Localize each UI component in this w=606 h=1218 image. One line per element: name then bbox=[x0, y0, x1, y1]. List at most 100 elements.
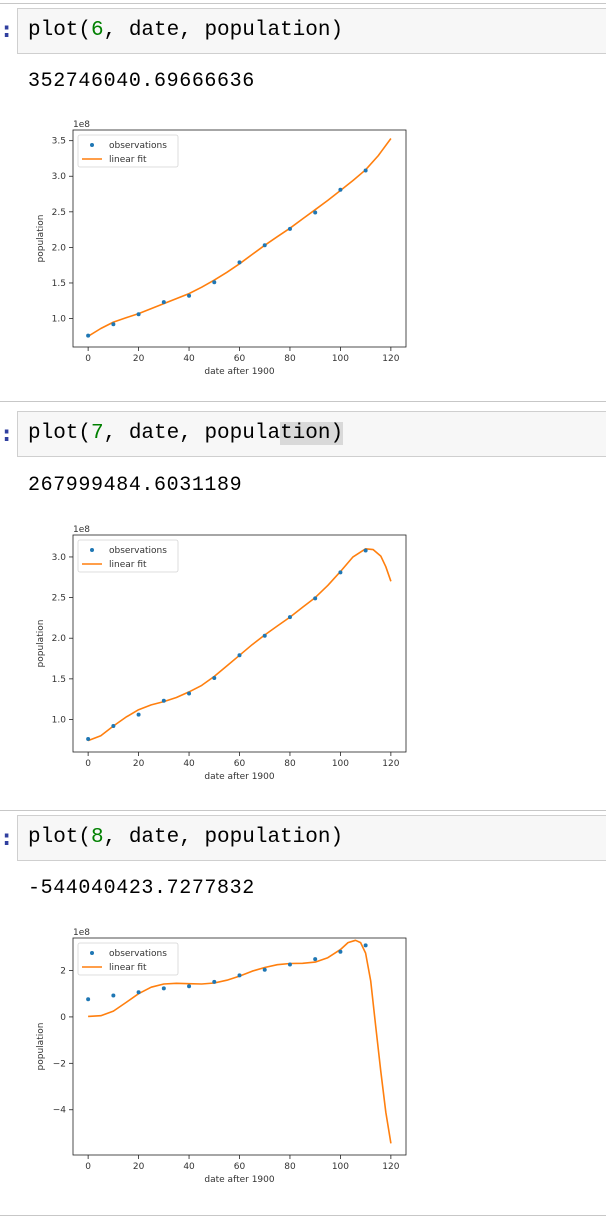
observation-point bbox=[237, 260, 242, 265]
observation-point bbox=[161, 698, 166, 703]
observation-point bbox=[86, 997, 91, 1002]
observation-point bbox=[287, 226, 292, 231]
observation-point bbox=[338, 187, 343, 192]
y-axis-label: population bbox=[36, 620, 46, 668]
code-cell-input[interactable]: plot(6, date, population) bbox=[17, 8, 606, 54]
x-tick-label: 60 bbox=[234, 354, 246, 364]
code-line[interactable]: plot(8, date, population) bbox=[28, 826, 344, 849]
observation-point bbox=[136, 712, 141, 717]
code-line[interactable]: plot(7, date, population) bbox=[28, 422, 344, 445]
x-axis-label: date after 1900 bbox=[204, 1175, 274, 1185]
chart-degree-6: 0 20 40 60 80 100 120 1.0 1.5 2.0 2.5 3.0 3.5 date af… bbox=[36, 120, 407, 377]
legend-observations-marker bbox=[90, 548, 94, 552]
y-axis-label: population bbox=[36, 1023, 46, 1071]
input-prompt-marker: : bbox=[0, 422, 14, 447]
input-prompt-marker: : bbox=[0, 826, 14, 851]
legend-observations-label: observations bbox=[109, 141, 167, 151]
observation-point bbox=[187, 691, 192, 696]
y-tick-label: 1.0 bbox=[52, 315, 67, 325]
observation-point bbox=[187, 984, 192, 989]
code-cell-input[interactable]: plot(8, date, population) bbox=[17, 815, 606, 861]
y-tick-label: 2.5 bbox=[52, 208, 66, 218]
observation-point bbox=[86, 333, 91, 338]
x-tick-label: 120 bbox=[382, 354, 399, 364]
x-tick-label: 20 bbox=[133, 1162, 145, 1172]
x-tick-label: 80 bbox=[284, 1162, 296, 1172]
code-cell-input[interactable]: plot(7, date, population) bbox=[17, 411, 606, 457]
observation-point bbox=[212, 676, 217, 681]
legend-fit-label: linear fit bbox=[109, 963, 147, 973]
observation-point bbox=[287, 962, 292, 967]
x-tick-label: 80 bbox=[284, 354, 296, 364]
x-tick-label: 80 bbox=[284, 759, 296, 769]
fit-line bbox=[87, 547, 392, 742]
x-axis-label: date after 1900 bbox=[204, 367, 274, 377]
observation-point bbox=[237, 653, 242, 658]
x-tick-label: 20 bbox=[133, 759, 145, 769]
cell-separator bbox=[0, 3, 606, 4]
observation-point bbox=[262, 967, 267, 972]
degree-number: 8 bbox=[91, 826, 104, 849]
observation-point bbox=[363, 943, 368, 948]
observation-point bbox=[313, 596, 318, 601]
y-tick-label: 2.0 bbox=[52, 634, 67, 644]
legend-box bbox=[77, 942, 179, 976]
y-tick-label: −4 bbox=[53, 1106, 67, 1116]
observation-point bbox=[287, 615, 292, 620]
observation-point bbox=[86, 736, 91, 741]
chart-degree-8: 0 20 40 60 80 100 120 −4 −2 0 2 date after 1900 popu… bbox=[36, 928, 407, 1185]
legend-observations-label: observations bbox=[109, 949, 167, 959]
x-tick-label: 40 bbox=[183, 1162, 195, 1172]
degree-number: 6 bbox=[91, 19, 104, 42]
x-axis-label: date after 1900 bbox=[204, 772, 274, 782]
observation-point bbox=[313, 210, 318, 215]
y-scale-label: 1e8 bbox=[73, 525, 90, 535]
x-tick-label: 120 bbox=[382, 1162, 399, 1172]
x-tick-label: 0 bbox=[85, 759, 91, 769]
observation-point bbox=[111, 993, 116, 998]
y-tick-label: 2.5 bbox=[52, 594, 66, 604]
output-value: 352746040.69666636 bbox=[28, 70, 255, 93]
y-tick-label: 0 bbox=[60, 1013, 66, 1023]
x-tick-label: 100 bbox=[332, 759, 349, 769]
y-tick-label: 3.0 bbox=[52, 172, 67, 182]
observation-point bbox=[161, 300, 166, 305]
observation-point bbox=[212, 280, 217, 285]
y-axis-label: population bbox=[36, 215, 46, 263]
y-tick-label: 1.5 bbox=[52, 675, 66, 685]
observation-point bbox=[161, 986, 166, 991]
observation-point bbox=[111, 723, 116, 728]
y-tick-label: 3.5 bbox=[52, 137, 66, 147]
y-tick-label: 2.0 bbox=[52, 243, 67, 253]
observation-point bbox=[313, 957, 318, 962]
observation-point bbox=[111, 322, 116, 327]
legend-box bbox=[77, 539, 179, 573]
y-tick-label: 2 bbox=[60, 966, 66, 976]
observation-point bbox=[262, 243, 267, 248]
chart-degree-7: 0 20 40 60 80 100 120 1.0 1.5 2.0 2.5 3.0 date after… bbox=[36, 525, 407, 782]
observation-point bbox=[212, 979, 217, 984]
output-value: -544040423.7277832 bbox=[28, 877, 255, 900]
legend-box bbox=[77, 134, 179, 168]
y-scale-label: 1e8 bbox=[73, 928, 90, 938]
legend-fit-label: linear fit bbox=[109, 560, 147, 570]
cell-separator bbox=[0, 401, 606, 402]
legend-fit-label: linear fit bbox=[109, 155, 147, 165]
code-line[interactable]: plot(6, date, population) bbox=[28, 19, 344, 42]
x-tick-label: 0 bbox=[85, 1162, 91, 1172]
observation-point bbox=[237, 973, 242, 978]
x-tick-label: 20 bbox=[133, 354, 145, 364]
x-tick-label: 0 bbox=[85, 354, 91, 364]
fit-line bbox=[88, 939, 392, 1144]
cell-separator bbox=[0, 810, 606, 811]
x-tick-label: 60 bbox=[234, 759, 246, 769]
observation-point bbox=[338, 570, 343, 575]
x-tick-label: 120 bbox=[382, 759, 399, 769]
input-prompt-marker: : bbox=[0, 18, 14, 43]
y-tick-label: 1.5 bbox=[52, 279, 66, 289]
x-tick-label: 100 bbox=[332, 1162, 349, 1172]
cell-separator bbox=[0, 1215, 606, 1216]
y-tick-label: 3.0 bbox=[52, 553, 67, 563]
legend-observations-marker bbox=[90, 143, 94, 147]
observation-point bbox=[262, 633, 267, 638]
